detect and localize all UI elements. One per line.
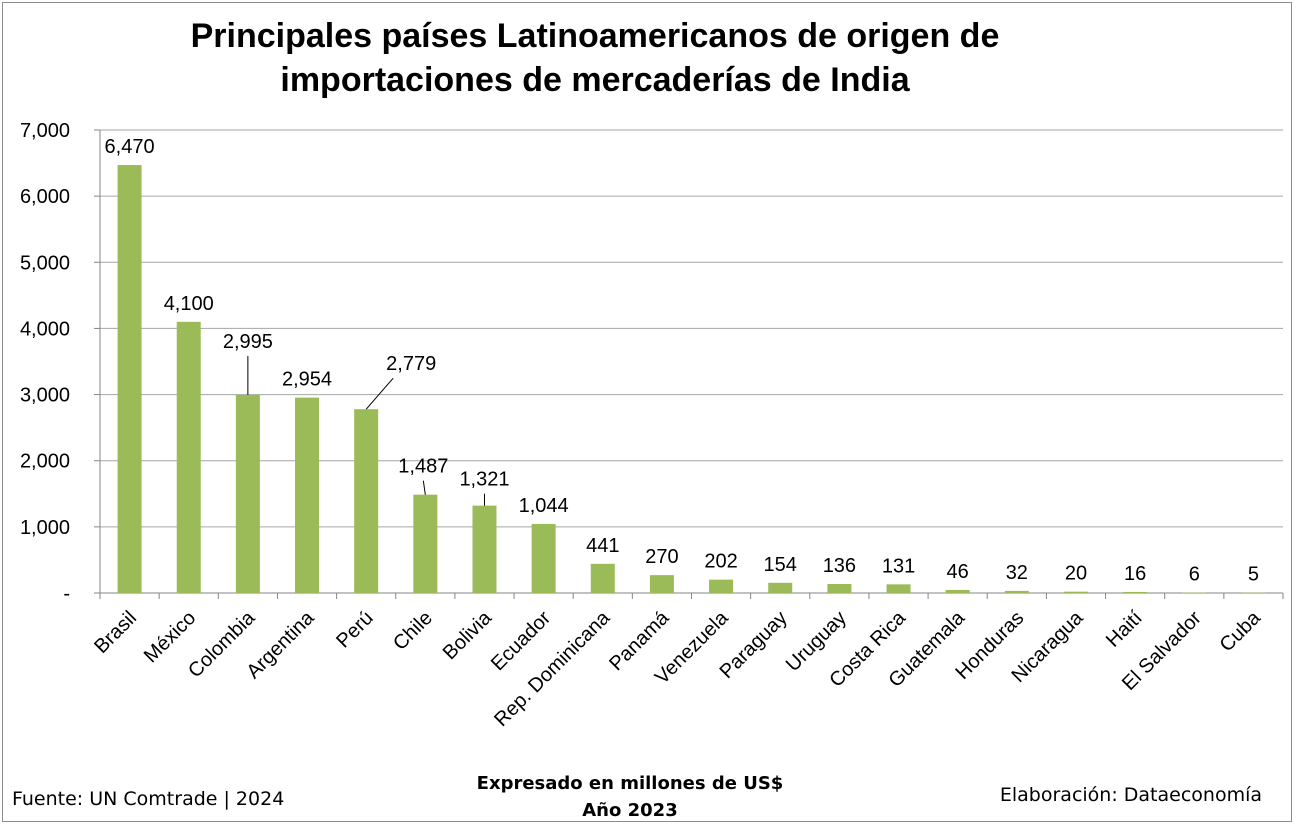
unit-note-line1: Expresado en millones de US$ <box>476 773 784 794</box>
y-tick-label: 1,000 <box>20 517 70 539</box>
leader-line <box>422 480 426 495</box>
leader-line <box>365 377 394 410</box>
data-label: 6 <box>1189 564 1200 586</box>
data-labels: 6,470 4,100 2,995 2,954 2,779 1,487 1,321 1,044… <box>105 136 1259 586</box>
data-label: 1,321 <box>459 469 509 491</box>
data-label: 136 <box>823 555 856 577</box>
source-note: Fuente: UN Comtrade | 2024 <box>12 788 285 810</box>
data-label: 5 <box>1248 564 1259 586</box>
bars <box>117 165 1266 593</box>
data-label: 1,044 <box>519 495 569 517</box>
bar <box>117 165 142 593</box>
data-label: 2,995 <box>223 331 273 353</box>
data-label: 1,487 <box>398 456 448 478</box>
bar <box>1123 591 1148 593</box>
bar <box>354 409 379 593</box>
bar <box>886 584 911 593</box>
data-label: 131 <box>882 555 915 577</box>
data-label: 4,100 <box>164 293 214 315</box>
data-label: 46 <box>947 561 969 583</box>
y-tick-label: 6,000 <box>20 186 70 208</box>
bar <box>768 582 793 593</box>
data-label: 32 <box>1006 562 1028 584</box>
category-label: Haití <box>1102 607 1147 652</box>
bar <box>709 579 734 593</box>
data-label: 154 <box>764 554 797 576</box>
bar <box>945 589 970 593</box>
data-label: 441 <box>586 535 619 557</box>
y-tick-label: - <box>63 583 70 605</box>
y-tick-label: 5,000 <box>20 252 70 274</box>
category-label: Perú <box>332 607 377 652</box>
data-label: 202 <box>704 551 737 573</box>
chart-title: Principales países Latinoamericanos de o… <box>190 17 1000 99</box>
unit-note: Expresado en millones de US$ Año 2023 <box>440 770 820 824</box>
bar <box>472 505 497 593</box>
gridlines <box>100 129 1283 528</box>
bar <box>235 394 260 593</box>
bar <box>649 575 674 593</box>
category-label: Cuba <box>1216 606 1266 656</box>
y-tick-label: 2,000 <box>20 451 70 473</box>
data-label: 20 <box>1065 563 1087 585</box>
unit-note-line2: Año 2023 <box>582 800 678 821</box>
y-axis: - 1,000 2,000 3,000 4,000 5,000 6,000 7,000 <box>20 120 1284 605</box>
data-label: 16 <box>1124 563 1146 585</box>
data-label: 2,779 <box>386 353 436 375</box>
bar <box>590 563 615 593</box>
bar <box>295 397 320 593</box>
category-label: Brasil <box>90 607 141 658</box>
data-label: 270 <box>645 546 678 568</box>
bar <box>413 494 438 593</box>
bar <box>531 523 556 593</box>
y-tick-label: 3,000 <box>20 385 70 407</box>
credit-note: Elaboración: Dataeconomía <box>999 784 1262 806</box>
data-label: 6,470 <box>105 136 155 158</box>
bar <box>827 584 852 593</box>
bar <box>1063 591 1088 593</box>
bar <box>1004 590 1029 593</box>
category-label: Chile <box>389 607 437 655</box>
bar <box>176 321 201 593</box>
y-tick-label: 4,000 <box>20 318 70 340</box>
category-label: Bolivia <box>439 606 497 664</box>
data-label: 2,954 <box>282 369 332 391</box>
y-tick-label: 7,000 <box>20 120 70 142</box>
